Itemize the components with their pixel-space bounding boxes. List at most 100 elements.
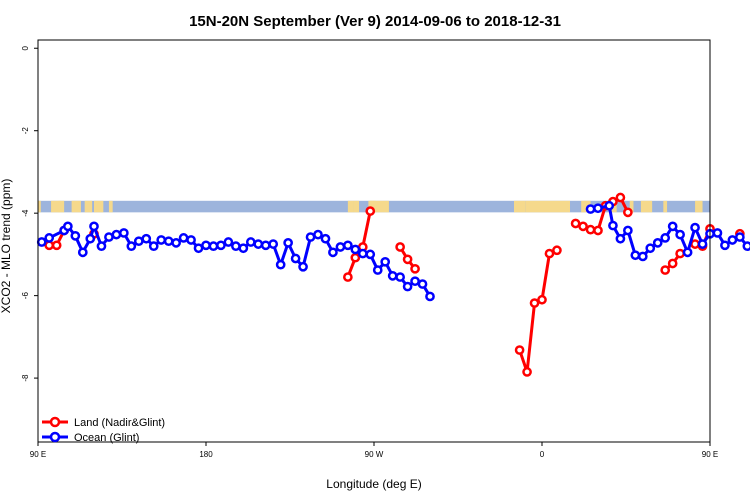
data-point-ocean: [223, 237, 234, 247]
data-point-land: [660, 265, 671, 275]
data-point-ocean: [208, 241, 219, 252]
data-point-land: [690, 239, 700, 249]
data-point-ocean: [133, 236, 144, 247]
data-point-land: [552, 245, 562, 256]
data-point-ocean: [637, 251, 648, 262]
data-point-ocean: [372, 265, 383, 275]
data-point-land: [537, 294, 547, 305]
data-point-ocean: [357, 248, 368, 259]
land-patch: [51, 200, 61, 213]
y-tick-label: -8: [21, 374, 30, 382]
data-point-ocean: [645, 243, 656, 254]
data-point-land: [615, 192, 626, 203]
data-point-ocean: [425, 291, 435, 302]
data-point-land: [343, 272, 353, 282]
data-point-land: [570, 218, 581, 229]
land-patch: [94, 200, 104, 213]
data-point-ocean: [593, 203, 603, 214]
data-point-ocean: [350, 244, 361, 255]
data-point-ocean: [298, 261, 308, 272]
data-point-ocean: [44, 233, 55, 243]
data-point-ocean: [216, 240, 226, 251]
data-point-land: [402, 254, 413, 265]
data-point-ocean: [585, 204, 596, 214]
data-point-ocean: [720, 240, 730, 251]
data-point-land: [365, 206, 376, 216]
data-point-ocean: [402, 281, 413, 292]
data-point-ocean: [343, 240, 353, 251]
data-point-ocean: [275, 259, 286, 270]
data-point-ocean: [675, 229, 685, 240]
data-point-ocean: [178, 233, 189, 243]
legend-ocean-marker: [49, 431, 61, 443]
land-patch: [629, 200, 634, 213]
land-patch: [663, 200, 668, 213]
data-point-ocean: [387, 270, 398, 281]
x-tick-label: 90 E: [30, 450, 46, 459]
data-point-land: [578, 221, 588, 232]
y-tick-label: 0: [21, 45, 30, 50]
data-point-land: [51, 240, 62, 251]
land-patch: [347, 200, 354, 213]
data-point-ocean: [380, 256, 391, 267]
data-point-ocean: [231, 241, 241, 252]
data-point-ocean: [268, 239, 279, 249]
land-patch: [108, 200, 113, 213]
data-point-ocean: [365, 249, 376, 260]
data-point-ocean: [141, 233, 152, 244]
data-point-ocean: [604, 200, 615, 211]
data-point-ocean: [104, 232, 114, 242]
data-point-ocean: [667, 221, 678, 232]
plot-frame: [37, 39, 711, 443]
data-point-ocean: [623, 225, 633, 236]
data-point-land: [410, 263, 420, 274]
data-point-ocean: [290, 253, 301, 264]
data-point-land: [529, 298, 540, 308]
data-point-ocean: [163, 236, 174, 247]
data-point-ocean: [690, 222, 700, 233]
x-axis-label: Longitude (deg E): [326, 477, 421, 491]
data-point-ocean: [171, 238, 181, 248]
data-point-ocean: [305, 232, 316, 242]
series-ocean: [36, 200, 750, 302]
series-line-ocean: [41, 224, 432, 298]
data-point-ocean: [682, 247, 693, 258]
data-point-land: [522, 367, 532, 377]
x-tick-label: 90 E: [702, 450, 718, 459]
data-point-ocean: [36, 237, 47, 247]
land-patch: [640, 200, 653, 213]
data-point-ocean: [260, 240, 271, 251]
data-point-ocean: [735, 232, 745, 242]
data-point-ocean: [63, 221, 73, 232]
data-point-ocean: [608, 220, 618, 231]
data-point-ocean: [77, 247, 88, 258]
land-patch: [84, 200, 93, 213]
data-point-ocean: [201, 240, 211, 251]
data-point-land: [350, 252, 361, 263]
x-tick-label: 90 W: [365, 450, 384, 459]
data-point-land: [514, 345, 525, 355]
data-point-ocean: [320, 233, 331, 244]
data-point-land: [593, 225, 603, 236]
data-point-land: [44, 240, 55, 251]
data-point-ocean: [148, 241, 159, 252]
data-point-ocean: [652, 238, 663, 248]
x-tick-label: 180: [199, 450, 213, 459]
data-point-ocean: [193, 243, 204, 254]
data-point-ocean: [417, 279, 428, 289]
land-patch: [71, 200, 81, 213]
data-point-ocean: [727, 235, 738, 245]
legend-ocean-label: Ocean (Glint): [74, 432, 139, 444]
data-point-ocean: [630, 250, 641, 261]
data-point-ocean: [89, 221, 99, 232]
land-patch: [695, 200, 703, 213]
data-point-ocean: [697, 239, 708, 249]
legend: Land (Nadir&Glint) Ocean (Glint): [42, 416, 165, 444]
data-point-ocean: [119, 228, 129, 238]
data-point-ocean: [111, 229, 122, 240]
data-point-ocean: [126, 241, 137, 252]
data-point-ocean: [712, 228, 723, 238]
data-point-ocean: [313, 229, 323, 240]
x-tick-label: 0: [540, 450, 545, 459]
